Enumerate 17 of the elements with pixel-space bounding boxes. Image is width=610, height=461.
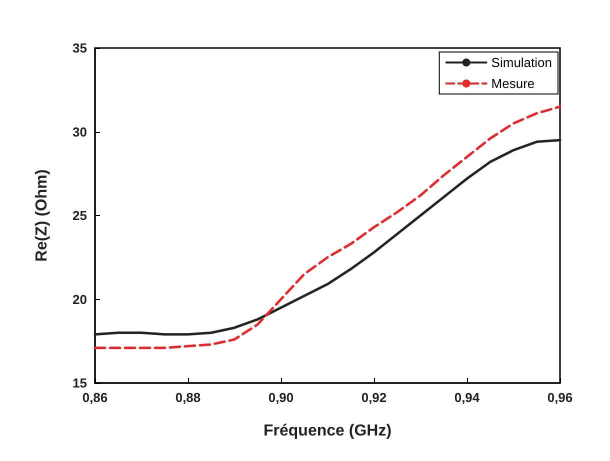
x-axis-title: Fréquence (GHz) bbox=[263, 422, 392, 440]
legend-label: Simulation bbox=[491, 55, 552, 70]
x-tick-label: 0,92 bbox=[361, 390, 387, 405]
x-tick-label: 0,90 bbox=[268, 390, 294, 405]
y-axis-title: Re(Z) (Ohm) bbox=[34, 169, 50, 262]
x-tick-label: 0,96 bbox=[547, 390, 573, 405]
x-tick-label: 0,86 bbox=[82, 390, 108, 405]
line-series bbox=[94, 138, 562, 336]
y-tick-label: 20 bbox=[72, 292, 87, 307]
y-tick-label: 35 bbox=[72, 40, 87, 56]
x-tick-label: 0,88 bbox=[175, 390, 201, 405]
y-tick-label: 15 bbox=[72, 376, 87, 390]
y-tick-label: 30 bbox=[72, 124, 87, 140]
x-tick-label: 0,94 bbox=[454, 390, 480, 405]
legend-label: Mesure bbox=[491, 76, 535, 91]
y-tick-label: 25 bbox=[72, 208, 87, 223]
line-series bbox=[94, 105, 562, 350]
